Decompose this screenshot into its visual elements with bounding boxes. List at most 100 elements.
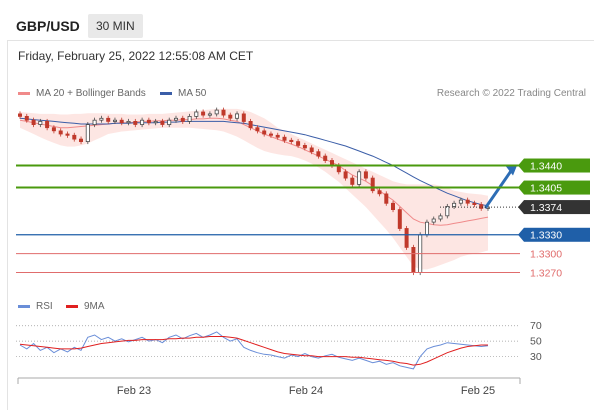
- candle-body: [275, 134, 280, 138]
- bollinger-band: [20, 108, 488, 270]
- candle: [479, 202, 484, 211]
- rsi-9ma-line: [19, 336, 488, 366]
- candle-body: [357, 171, 362, 185]
- candle: [113, 117, 118, 124]
- candle: [384, 191, 389, 206]
- candle: [106, 115, 111, 124]
- candle-body: [45, 121, 50, 129]
- legend-ma20-label: MA 20 + Bollinger Bands: [36, 88, 146, 99]
- level-label-text: 1.3405: [530, 182, 562, 194]
- candle-body: [79, 138, 84, 143]
- candle: [431, 216, 436, 225]
- candle-body: [431, 218, 436, 223]
- candle: [24, 113, 29, 123]
- level-label-text: 1.3440: [530, 160, 562, 172]
- candle-body: [214, 109, 219, 115]
- candle: [282, 134, 287, 143]
- candle-body: [268, 133, 273, 136]
- candle: [370, 175, 375, 194]
- candle: [390, 200, 395, 213]
- rsi-tick-label: 70: [530, 320, 542, 332]
- candle: [397, 207, 402, 231]
- candle: [255, 125, 260, 134]
- candle-body: [140, 119, 145, 125]
- candle-body: [38, 121, 43, 125]
- ma50-line: [19, 117, 489, 207]
- candle: [363, 169, 368, 181]
- candle: [275, 132, 280, 140]
- legend-ma20-swatch: [18, 92, 30, 95]
- legend-9ma-swatch: [66, 305, 78, 308]
- candle: [99, 115, 104, 123]
- candle-body: [146, 119, 151, 124]
- candle-body: [248, 121, 253, 129]
- candle-body: [411, 246, 416, 273]
- candle: [316, 149, 321, 159]
- candle-body: [194, 111, 199, 117]
- candle: [214, 107, 219, 117]
- x-tick-label: Feb 25: [461, 385, 495, 397]
- candle-body: [465, 199, 470, 204]
- candle-body: [207, 113, 212, 116]
- legend-ma50-swatch: [160, 92, 172, 95]
- timeframe-badge[interactable]: 30 MIN: [88, 14, 143, 38]
- candle: [126, 118, 131, 126]
- legend-ma20: MA 20 + Bollinger Bands: [18, 88, 146, 99]
- candle-body: [302, 144, 307, 149]
- candle: [289, 137, 294, 145]
- level-label-pointer: [518, 200, 524, 215]
- candle-body: [113, 119, 118, 122]
- instrument-title: GBP/USD: [16, 18, 80, 34]
- candle-body: [17, 113, 22, 117]
- candle-body: [404, 228, 409, 248]
- candle: [452, 200, 457, 209]
- candle-body: [289, 139, 294, 143]
- candle: [262, 128, 267, 137]
- legend-ma50-label: MA 50: [178, 88, 207, 99]
- level-label-pointer: [518, 158, 524, 173]
- candle: [323, 153, 328, 163]
- candle-body: [363, 171, 368, 179]
- candle: [140, 117, 145, 128]
- candle: [194, 109, 199, 119]
- date-line: Friday, February 25, 2022 12:55:08 AM CE…: [18, 49, 254, 63]
- candle-body: [390, 202, 395, 211]
- candle: [438, 213, 443, 222]
- candle-body: [309, 147, 314, 153]
- candle-body: [72, 134, 77, 140]
- candle-body: [119, 119, 124, 124]
- candle-body: [397, 209, 402, 229]
- candle: [302, 142, 307, 151]
- candle: [248, 118, 253, 131]
- candle: [45, 118, 50, 131]
- x-tick-label: Feb 24: [289, 385, 323, 397]
- candle-body: [323, 155, 328, 161]
- level-label-text: 1.3374: [530, 202, 562, 214]
- candle: [173, 115, 178, 123]
- candle: [268, 131, 273, 138]
- candle-body: [241, 113, 246, 122]
- candle-body: [316, 151, 321, 157]
- candle-body: [160, 121, 165, 125]
- rsi-tick-label: 30: [530, 351, 542, 363]
- ma20-line: [19, 117, 489, 226]
- candle: [241, 111, 246, 124]
- candle: [167, 117, 172, 128]
- candle: [31, 117, 36, 128]
- forecast-arrow-head: [506, 165, 517, 176]
- candle-body: [99, 117, 104, 121]
- level-lines: 1.3440 1.3405 1.3374 1.3330 1.3300 1.3270: [16, 158, 590, 279]
- candle-body: [51, 127, 56, 132]
- candle: [92, 117, 97, 128]
- legend-rsi: RSI: [18, 301, 53, 312]
- level-label-box: [524, 180, 590, 195]
- legend-9ma: 9MA: [66, 301, 105, 312]
- rsi-line: [19, 331, 489, 370]
- candle-body: [201, 111, 206, 116]
- chart-card: [7, 40, 594, 410]
- candle-body: [31, 119, 36, 125]
- level-label-box: [524, 158, 590, 173]
- candle-body: [384, 193, 389, 204]
- rsi-tick-label: 50: [530, 336, 542, 348]
